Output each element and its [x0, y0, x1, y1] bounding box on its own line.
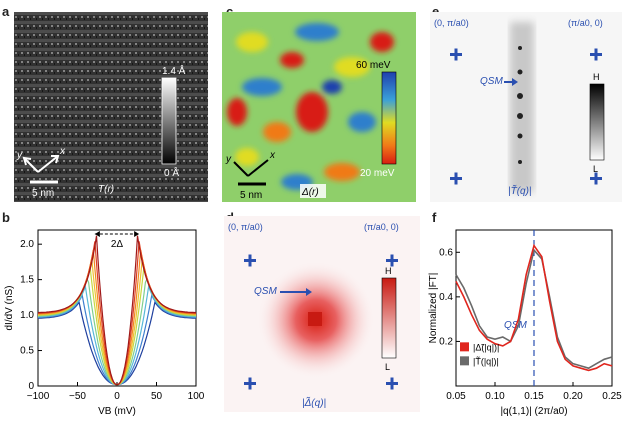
topograph-colorbar [161, 77, 177, 165]
panel-letter-c: c [226, 4, 234, 19]
gapmap-axis-x: x [269, 150, 276, 161]
x-tick-label: 0.10 [485, 391, 505, 402]
topograph-image: 1.4 Å 0 Å y x 5 nm T(r) [14, 12, 208, 202]
ft-gap-colorbar [381, 277, 397, 359]
plot-frame [37, 229, 197, 387]
plus-marker-icon [244, 254, 398, 390]
topograph-axis-y: y [16, 150, 23, 161]
x-axis-label: VB (mV) [98, 406, 136, 417]
gap-label: 2Δ [111, 239, 124, 250]
x-tick-label: 0.15 [524, 391, 544, 402]
ft-gap-image: (0, π/a0) (π/a0, 0) QSM H L |Δ̃(q)| [224, 216, 420, 412]
topograph-panel: 1.4 Å 0 Å y x 5 nm T(r) [14, 12, 208, 202]
spectrum-line [37, 266, 197, 386]
axes-arrow-icon [22, 155, 60, 173]
legend-swatch [460, 356, 469, 366]
ft-gap-corner-tl: (0, π/a0) [228, 222, 263, 232]
ft-topo-colorbar [589, 83, 605, 161]
ft-topo-colorbar-bottom: L [593, 164, 598, 174]
topograph-scale-label: 5 nm [32, 188, 54, 199]
y-tick-label: 0 [28, 381, 34, 392]
arrow-icon [94, 231, 100, 237]
x-tick-label: −100 [27, 391, 50, 402]
legend-label: |T̃(|q|)| [473, 356, 499, 366]
ft-topo-corner-tl: (0, π/a0) [434, 18, 469, 28]
y-tick-label: 1.0 [20, 310, 34, 321]
x-tick-label: −50 [69, 391, 86, 402]
series-line [455, 243, 613, 372]
legend-swatch [460, 342, 469, 352]
spectrum-line [37, 284, 197, 386]
legend-label: |Δ̃(|q|)| [473, 342, 499, 352]
series-line [455, 248, 613, 370]
y-tick-label: 0.4 [439, 292, 453, 303]
ft-topo-image: (0, π/a0) (π/a0, 0) QSM H L |T̃(q)| [430, 12, 622, 202]
axes-arrow-icon [233, 159, 269, 177]
gapmap-image: 60 meV 20 meV y x 5 nm Δ(r) [222, 12, 416, 202]
x-tick-label: 100 [188, 391, 205, 402]
x-tick-label: 0.05 [446, 391, 466, 402]
ft-topo-colorbar-top: H [593, 72, 600, 82]
panel-letter-f: f [432, 210, 437, 225]
y-tick-label: 1.5 [20, 275, 34, 286]
gapmap-map-label: Δ(r) [301, 187, 319, 198]
spectra-chart: −100 −50 0 50 100 0 0.5 1.0 1.5 2.0 VB (mV) dI/dV (… [0, 218, 210, 423]
y-tick-label: 0.2 [439, 336, 453, 347]
x-axis-label: |q(1,1)| (2π/a0) [500, 406, 567, 417]
topograph-axis-x: x [59, 146, 66, 157]
y-tick-label: 0.5 [20, 346, 34, 357]
x-tick-label: 0.25 [602, 391, 622, 402]
panel-letter-e: e [432, 4, 440, 19]
ft-gap-corner-tr: (π/a0, 0) [364, 222, 399, 232]
gapmap-axis-y: y [225, 154, 232, 165]
spectrum-line [38, 258, 196, 386]
y-tick-label: 0.6 [439, 247, 453, 258]
spectra-chart-svg: −100 −50 0 50 100 0 0.5 1.0 1.5 2.0 VB (mV) dI/dV (… [4, 229, 205, 417]
linecut-chart: 0.05 0.10 0.15 0.20 0.25 0.2 0.4 0.6 |q(1,1)| (2… [426, 218, 630, 423]
panel-letter-b: b [2, 210, 10, 225]
x-tick-label: 50 [151, 391, 163, 402]
ft-gap-colorbar-top: H [385, 266, 392, 276]
gapmap-colorbar-bottom: 20 meV [360, 168, 395, 179]
linecut-chart-svg: 0.05 0.10 0.15 0.20 0.25 0.2 0.4 0.6 |q(1,1)| (2… [428, 229, 622, 417]
ft-topo-corner-tr: (π/a0, 0) [568, 18, 603, 28]
ft-gap-colorbar-bottom: L [385, 362, 390, 372]
plus-marker-icon [450, 48, 602, 185]
gapmap-scale-label: 5 nm [240, 190, 262, 201]
y-tick-label: 2.0 [20, 239, 34, 250]
y-axis-label: dI/dV (nS) [4, 285, 15, 330]
ft-gap-panel: (0, π/a0) (π/a0, 0) QSM H L |Δ̃(q)| [224, 216, 420, 412]
gapmap-colorbar [381, 71, 397, 165]
gapmap-panel: 60 meV 20 meV y x 5 nm Δ(r) [222, 12, 416, 202]
spectrum-line [37, 235, 197, 386]
topograph-map-label: T(r) [98, 184, 114, 195]
spectrum-line [38, 249, 196, 386]
ft-topo-q-label: QSM [480, 76, 503, 87]
ft-gap-map-label: |Δ̃(q)| [302, 396, 326, 409]
x-tick-label: 0.20 [563, 391, 583, 402]
y-axis-label: Normalized |FT| [428, 273, 439, 344]
arrow-icon [134, 231, 140, 237]
topograph-colorbar-bottom: 0 Å [164, 166, 179, 179]
x-tick-label: 0 [114, 391, 120, 402]
spectrum-line [37, 293, 197, 386]
gapmap-colorbar-top: 60 meV [356, 60, 391, 71]
panel-letter-a: a [2, 4, 10, 19]
topograph-colorbar-top: 1.4 Å [162, 64, 186, 77]
ft-gap-q-label: QSM [254, 286, 277, 297]
ft-topo-map-label: |T̃(q)| [508, 184, 532, 197]
ft-topo-panel: (0, π/a0) (π/a0, 0) QSM H L |T̃(q)| [430, 12, 622, 202]
spectrum-line [37, 277, 197, 386]
